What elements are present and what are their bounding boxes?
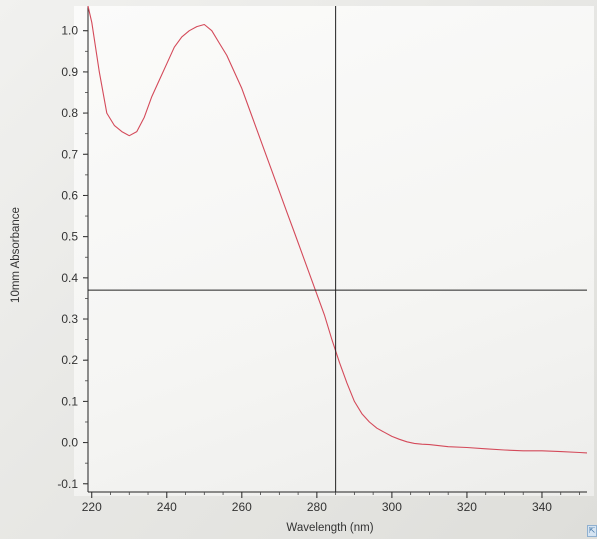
y-tick-label: 1.0 — [61, 24, 78, 38]
y-tick-label: 0.3 — [61, 312, 78, 326]
x-tick-label: 240 — [157, 500, 177, 514]
absorbance-series-line — [87, 5, 588, 454]
plot-area — [74, 6, 594, 496]
y-tick-label: 0.0 — [61, 436, 78, 450]
y-tick-label: 0.9 — [61, 65, 78, 79]
x-tick-label: 300 — [382, 500, 402, 514]
series-layer — [87, 5, 588, 454]
x-axis-title: Wavelength (nm) — [286, 522, 373, 534]
y-tick-label: -0.1 — [57, 477, 78, 491]
y-tick-label: 0.7 — [61, 147, 78, 161]
y-tick-label: 0.6 — [61, 188, 78, 202]
y-tick-label: 0.4 — [61, 271, 78, 285]
y-axis-title: 10mm Absorbance — [10, 207, 22, 303]
y-tick-label: 0.1 — [61, 394, 78, 408]
resize-grip-icon[interactable]: ⇱ — [587, 525, 597, 537]
x-tick-label: 340 — [532, 500, 552, 514]
y-tick-label: 0.8 — [61, 106, 78, 120]
y-tick-label: 0.5 — [61, 230, 78, 244]
axes — [87, 6, 587, 493]
x-tick-label: 260 — [232, 500, 252, 514]
x-axis-ticks: 220 240 260 280 300 320 340 — [82, 492, 580, 514]
crosshair-cursor[interactable] — [88, 6, 587, 492]
x-tick-label: 320 — [457, 500, 477, 514]
x-tick-label: 220 — [82, 500, 102, 514]
y-tick-label: 0.2 — [61, 353, 78, 367]
y-axis-ticks: -0.1 0.0 0.1 0.2 0.3 0.4 0.5 0.6 0.7 0.8 0.9 1.0 — [57, 24, 88, 491]
x-tick-label: 280 — [307, 500, 327, 514]
